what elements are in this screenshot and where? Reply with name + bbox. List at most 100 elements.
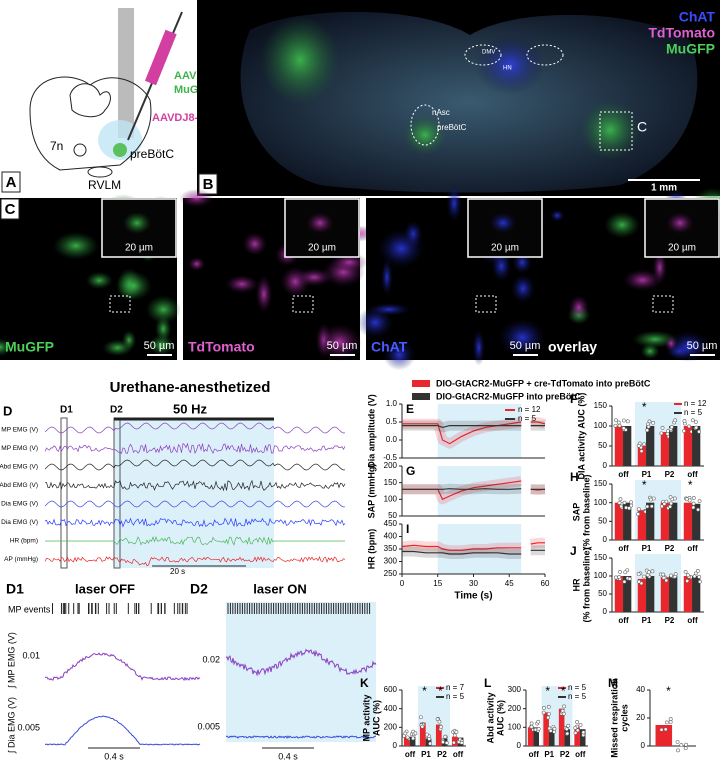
stain-label: ChAT [679,9,716,25]
bar [646,576,655,612]
dot [621,426,626,431]
bar [623,502,632,540]
significance: * [688,478,693,492]
cell [383,339,416,371]
dot [697,575,701,579]
dot [452,733,457,738]
x-tick-label: off [618,470,629,479]
dot [650,569,655,574]
dot [613,423,618,428]
y-tick-label: 0 [517,741,522,750]
dot [451,740,456,745]
d1-window [60,417,68,569]
bar [614,576,624,612]
gfp-region [403,115,447,155]
dot [691,496,696,500]
dot [425,732,429,737]
bar [614,426,624,466]
panel-label: J [570,544,577,558]
outline [410,104,440,146]
cell [640,343,660,360]
d1-d2-traces [44,603,377,746]
y-tick-label: 0 [393,741,398,750]
legend-label: n = 12 [684,399,707,408]
panel-label: C [5,201,16,218]
dot [552,726,557,731]
dot [679,743,684,747]
significance: * [438,684,443,698]
region-label: DMV [482,50,495,56]
panel-label: E [406,402,414,416]
tick-label: 0.005 [197,721,220,731]
dot [428,741,432,746]
inset-cell [666,212,694,234]
y-tick-label: 350 [384,544,398,553]
dot [682,429,686,433]
dot [636,443,641,448]
scale-label: 50 µm [327,340,358,352]
dot [637,579,641,584]
bar [660,577,670,612]
light-cone [98,120,142,160]
dot [663,727,668,732]
y-tick-label: 400 [384,532,398,541]
panel-label-box [0,198,20,220]
channel-label: ∫ Dia EMG (V) [0,501,38,508]
panel-label: G [406,464,415,478]
dot [573,725,578,730]
outline [464,44,502,66]
dot [441,740,445,744]
y-tick-label: 450 [384,519,398,528]
dot [649,504,654,509]
bar [660,432,670,466]
dot [573,730,578,735]
x-tick-label: 60 [541,579,550,588]
y-label: DIA activity AUC (%) [576,393,586,480]
cell [367,302,412,316]
x-tick-label: off [687,470,698,479]
significance: * [642,478,647,492]
channel-label: AP (mmHg) [4,556,38,563]
y-tick-label: 100 [384,494,398,503]
bar [435,724,442,746]
x-tick-label: P1 [544,750,554,759]
y-label: (% from baseline) [581,474,591,549]
x-tick-label: off [618,544,629,553]
y-tick-label: 100 [594,571,608,580]
cell [148,334,175,356]
dot [623,570,628,575]
channel-label: ∫ MP EMG (V) [0,427,38,434]
x-tick-label: off [687,616,698,625]
bar [692,503,701,540]
x-tick-label: P2 [665,616,675,625]
cell [510,273,536,304]
dot [696,507,700,512]
dot [437,719,442,724]
inset-box [599,111,633,151]
channel-label: Abd EMG (V) [0,482,38,489]
x-tick-label: off [405,750,416,759]
panel-label: A [6,174,17,191]
scale-label: 0.4 s [104,751,124,761]
bar [623,576,632,612]
window-label: D2 [110,405,123,416]
panel-label: F [570,392,577,406]
inset-box [652,295,674,313]
panel-title: laser OFF [75,581,135,596]
y-label: ∫ Dia EMG (V) [6,697,16,754]
y-tick-label: 0.5 [386,417,398,426]
cell [472,328,486,366]
dot [420,724,425,729]
dot [459,740,464,745]
legend-swatch [412,380,430,387]
dot [673,418,678,423]
cell [380,258,394,297]
y-tick-label: 200 [384,461,398,470]
y-tick-label: 40 [636,685,645,694]
dot [439,724,443,729]
cell [145,295,181,324]
dot [645,504,650,509]
bar [660,502,670,540]
